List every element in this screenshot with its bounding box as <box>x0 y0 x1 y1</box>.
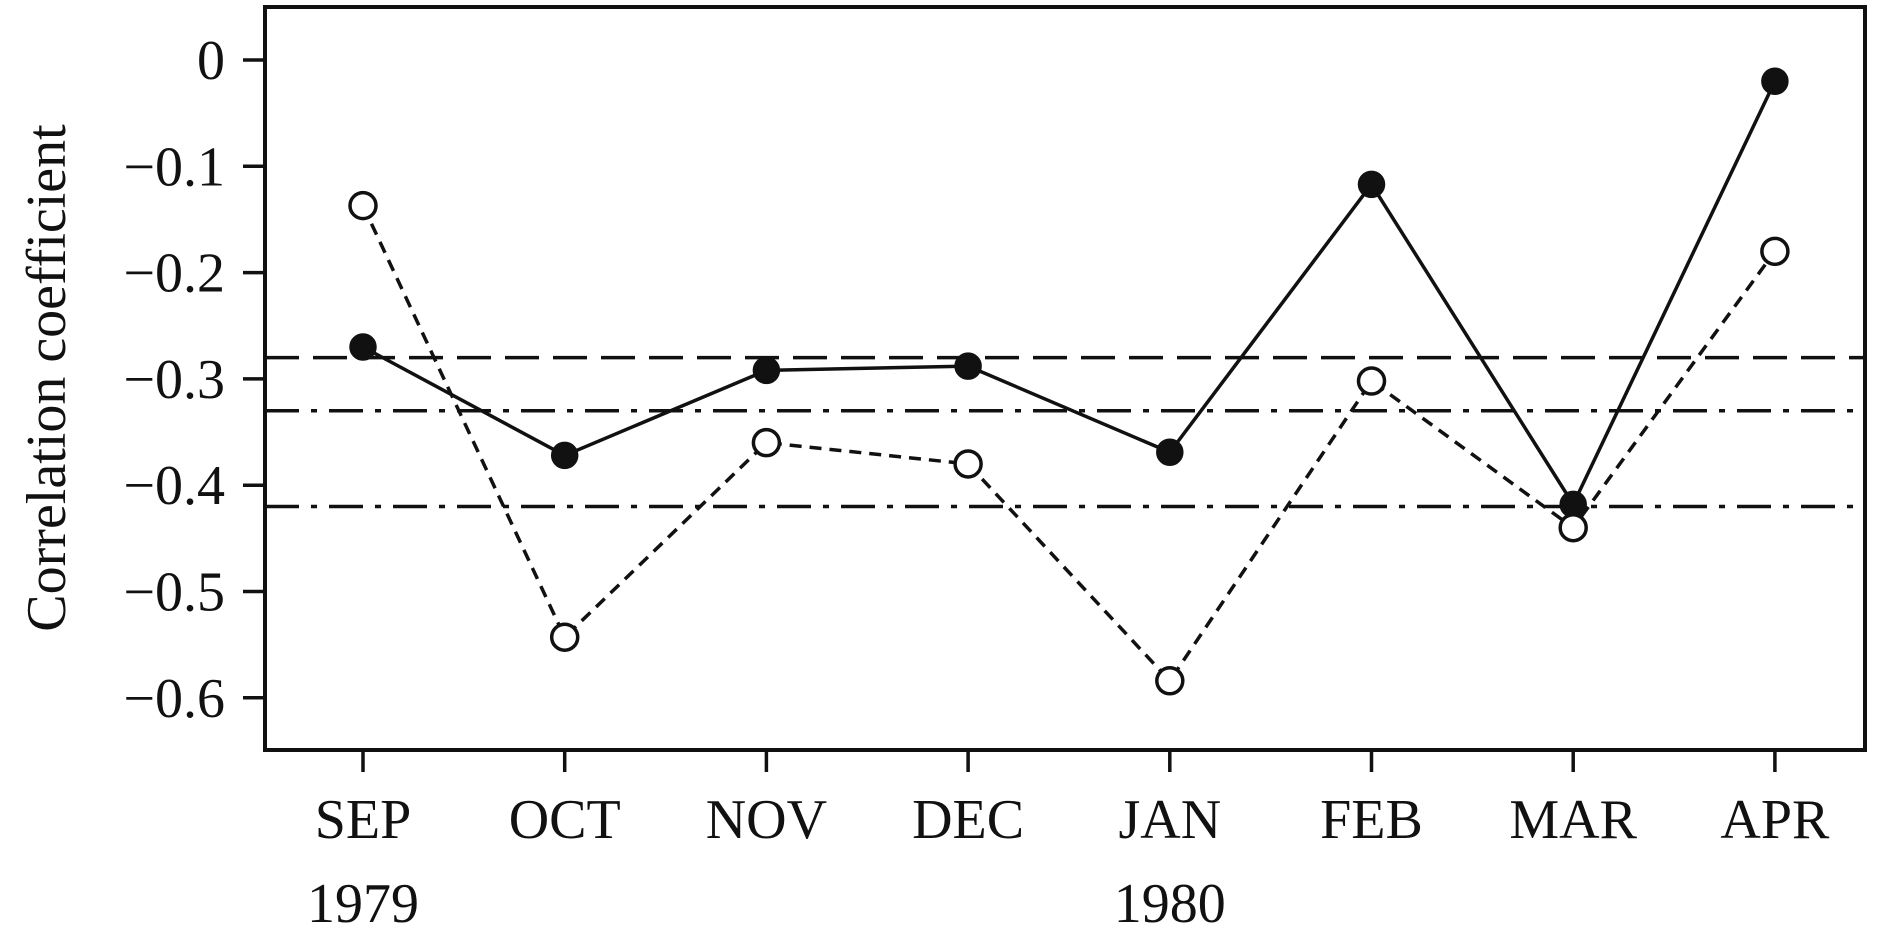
x-tick-label: OCT <box>509 789 621 851</box>
series-2-point <box>348 190 378 221</box>
series-2-point <box>1760 236 1790 267</box>
plot-frame <box>263 5 1867 752</box>
year-label: 1979 <box>307 873 419 932</box>
series-1-point <box>954 352 982 380</box>
y-axis-title: Correlation coefficient <box>16 124 78 632</box>
y-tick-label: −0.1 <box>123 136 225 198</box>
y-tick-label: −0.2 <box>123 243 225 305</box>
x-tick-label: SEP <box>315 789 412 851</box>
series-2-point <box>549 622 580 652</box>
series-1-point <box>349 333 377 361</box>
x-axis: SEP OCT NOV DEC JAN FEB MAR APR 1979 1980 <box>307 750 1830 932</box>
reference-lines <box>265 355 1865 509</box>
series-1-line <box>362 80 1777 508</box>
x-tick-label: APR <box>1720 789 1830 851</box>
y-tick-label: −0.5 <box>123 562 225 624</box>
x-tick-label: NOV <box>706 789 827 851</box>
y-tick-label: −0.3 <box>123 349 225 411</box>
series-1-point <box>1559 490 1587 519</box>
y-axis: 0 −0.1 −0.2 −0.3 −0.4 −0.5 −0.6 <box>123 30 265 730</box>
series-1-point <box>1156 438 1184 466</box>
series-1-point <box>550 441 579 470</box>
x-tick-label: DEC <box>912 789 1024 851</box>
x-tick-label: FEB <box>1320 789 1423 851</box>
series-1-point <box>1761 67 1789 96</box>
series-2-line <box>361 204 1777 684</box>
y-tick-label: 0 <box>197 30 225 92</box>
series-2-point <box>1558 512 1588 543</box>
y-tick-label: −0.6 <box>123 668 225 730</box>
series-2-point <box>953 449 983 479</box>
x-tick-label: MAR <box>1509 789 1637 851</box>
series-2-point <box>1356 366 1387 396</box>
series-2-point <box>1155 666 1185 696</box>
y-tick-label: −0.4 <box>123 455 225 517</box>
series-1-point <box>752 356 781 385</box>
year-label: 1980 <box>1114 873 1226 932</box>
series-lines <box>361 80 1777 684</box>
series-1-point <box>1357 170 1386 199</box>
series-2-point <box>751 427 782 458</box>
series-points <box>348 67 1790 696</box>
x-tick-label: JAN <box>1118 789 1221 851</box>
